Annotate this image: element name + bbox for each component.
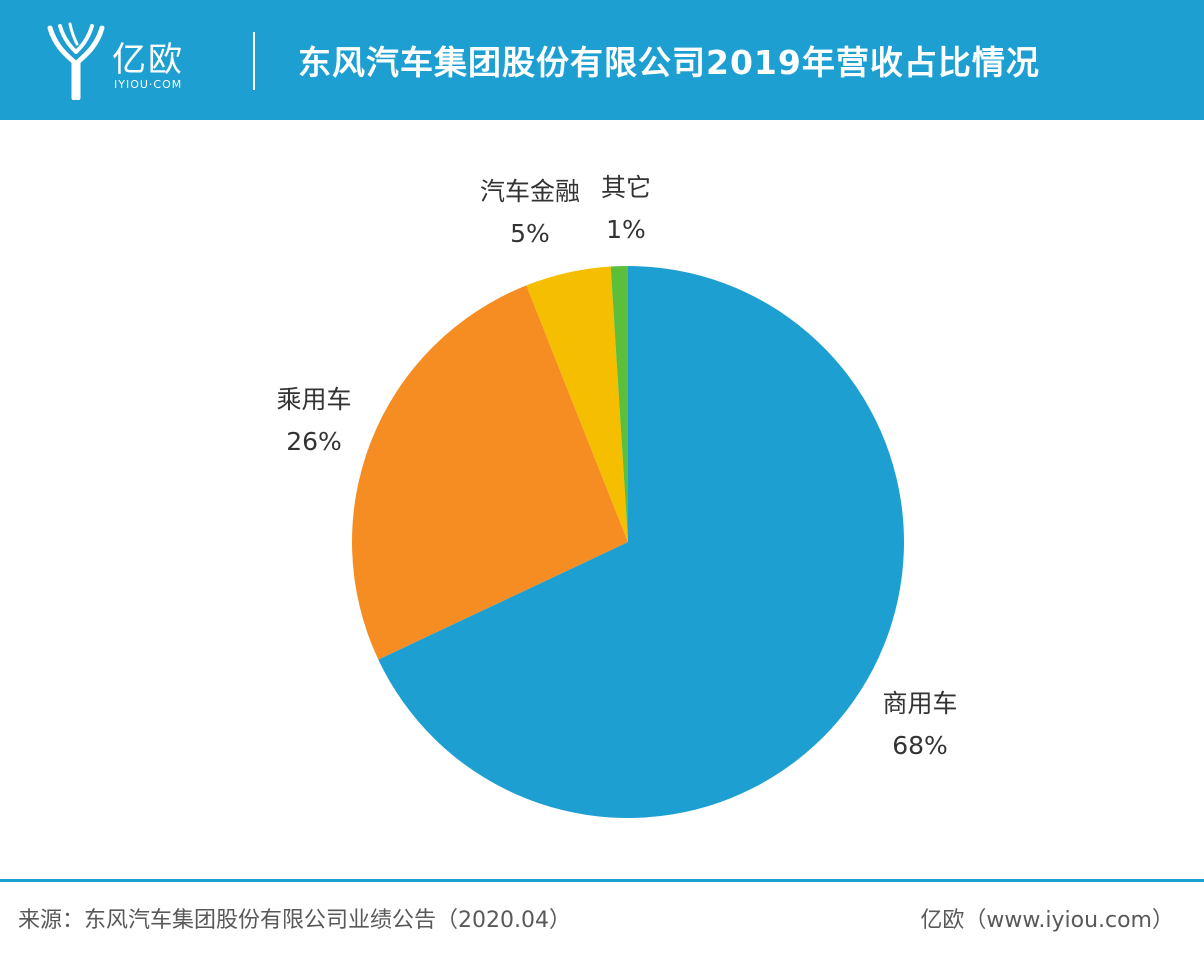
brand-logo: 亿欧 IYIOU·COM <box>46 22 216 100</box>
slice-label: 汽车金融 <box>480 177 580 206</box>
slice-value-label: 1% <box>606 215 646 244</box>
logo-icon <box>47 22 105 100</box>
pie-slice <box>351 285 628 660</box>
slice-label: 乘用车 <box>276 385 351 414</box>
slice-label: 商用车 <box>882 689 957 718</box>
pie-chart: 商用车 68% 乘用车 26% 汽车金融 5% 其它 1% <box>276 173 958 819</box>
header-divider <box>253 32 255 90</box>
slice-value-label: 68% <box>892 731 948 760</box>
credit-note: 亿欧（www.iyiou.com） <box>920 908 1174 933</box>
logo-wordmark: 亿欧 <box>112 40 184 80</box>
logo-subtext: IYIOU·COM <box>114 78 183 91</box>
pie-slice <box>526 266 628 542</box>
header-bar: 亿欧 IYIOU·COM 东风汽车集团股份有限公司2019年营收占比情况 <box>0 0 1204 120</box>
pie-slice <box>610 266 628 542</box>
pie-slice <box>378 266 904 819</box>
footer-divider <box>0 879 1204 882</box>
page-title: 东风汽车集团股份有限公司2019年营收占比情况 <box>298 43 1040 82</box>
slice-value-label: 26% <box>286 427 342 456</box>
slice-label: 其它 <box>601 173 651 202</box>
source-note: 来源：东风汽车集团股份有限公司业绩公告（2020.04） <box>18 908 571 933</box>
slice-value-label: 5% <box>510 219 550 248</box>
